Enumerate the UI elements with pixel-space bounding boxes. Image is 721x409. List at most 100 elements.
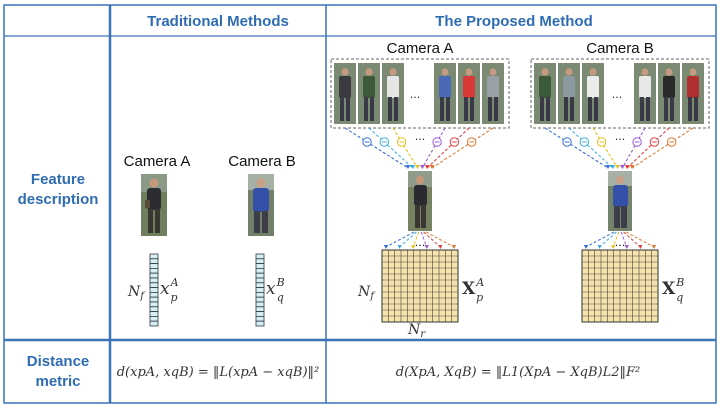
- gallery-thumb-leg: [346, 97, 350, 121]
- header-proposed-method: The Proposed Method: [435, 13, 593, 30]
- stream-line: [592, 127, 619, 169]
- trad-camera-a-label: Camera A: [124, 153, 191, 170]
- gallery-thumb-head: [565, 68, 573, 76]
- matrix-arrow: [597, 245, 602, 249]
- header-traditional-methods: Traditional Methods: [147, 13, 289, 30]
- trad-person-image-b: [248, 174, 274, 236]
- trad-xa-label: xA p: [160, 276, 179, 304]
- prop-streams-b: [544, 127, 694, 169]
- stream-line: [544, 127, 609, 169]
- matrix-arrow: [411, 245, 416, 249]
- vector-cell: [149, 320, 159, 327]
- prop-xa-label: XA p: [462, 276, 484, 304]
- prop-query-image-a: [408, 171, 432, 231]
- vector-cell: [255, 301, 265, 308]
- gallery-thumb-leg: [470, 97, 474, 121]
- trad-xb-label: xB q: [266, 276, 285, 304]
- vector-cell: [255, 291, 265, 298]
- matrix-stream: [620, 231, 628, 248]
- vector-cell: [149, 291, 159, 298]
- gallery-thumb-leg: [646, 97, 650, 121]
- prop-stream-ellipsis-b: ...: [615, 130, 626, 143]
- prop-nf-label: Nf: [357, 284, 376, 302]
- row-label-feature-description: Feature description: [18, 171, 99, 208]
- gallery-thumb-head: [441, 68, 449, 76]
- prop-grid-ellipsis-a: ...: [415, 236, 426, 249]
- prop-feature-matrix-b: [581, 231, 659, 323]
- matrix-stream: [423, 231, 441, 248]
- vector-cell: [149, 306, 159, 312]
- stream-line: [631, 127, 694, 169]
- stream-line: [392, 127, 419, 169]
- gallery-thumb-head: [541, 68, 549, 76]
- stream-arrow: [629, 165, 635, 169]
- matrix-stream: [612, 231, 620, 248]
- gallery-thumb-leg: [694, 97, 698, 121]
- stream-line: [344, 127, 409, 169]
- prop-distance-formula: d(XpA, XqB) = ‖L1(XpA − XqB)L2‖F²: [396, 365, 640, 380]
- vector-cell: [149, 277, 159, 284]
- prop-gallery-images-b: [534, 63, 704, 124]
- trad-distance-formula: d(xpA, xqB) = ‖L(xpA − xqB)‖²: [117, 365, 320, 380]
- stream-arrow: [610, 165, 616, 169]
- prop-gallery-images-a: [334, 63, 504, 124]
- vector-cell: [255, 315, 265, 322]
- matrix-arrow: [424, 245, 429, 249]
- matrix-arrow: [451, 245, 457, 249]
- vector-cell: [255, 296, 265, 303]
- row-label-distance-metric: Distance metric: [27, 353, 90, 390]
- prop-nr-label: Nr: [407, 322, 426, 340]
- vector-cell: [149, 267, 159, 274]
- trad-camera-b-label: Camera B: [228, 153, 296, 170]
- matrix-arrow: [397, 245, 402, 249]
- prop-streams-a: [344, 127, 494, 169]
- table-borders: [3, 4, 717, 404]
- vector-cell: [149, 253, 159, 260]
- gallery-thumb-leg: [570, 97, 574, 121]
- vector-cell: [255, 306, 265, 312]
- prop-camera-b-label: Camera B: [586, 40, 654, 57]
- stream-arrow: [424, 165, 430, 169]
- vector-cell: [255, 320, 265, 327]
- prop-gallery-ellipsis-a: ...: [410, 88, 421, 101]
- vector-cell: [255, 282, 265, 288]
- gallery-thumb-leg: [388, 97, 392, 121]
- matrix-arrow: [383, 245, 389, 249]
- matrix-stream: [412, 231, 420, 248]
- gallery-thumb-torso: [487, 76, 499, 98]
- prop-feature-matrix-a: [381, 231, 459, 323]
- gallery-thumb-torso: [663, 76, 675, 98]
- vector-cell: [149, 296, 159, 303]
- gallery-thumb-torso: [463, 76, 475, 98]
- row-label-distance-line2: metric: [35, 373, 80, 390]
- vector-cell: [149, 263, 159, 269]
- gallery-thumb-head: [641, 68, 649, 76]
- prop-gallery-box-b: [530, 58, 710, 129]
- gallery-thumb-leg: [670, 97, 674, 121]
- prop-gallery-box-a: [330, 58, 510, 129]
- gallery-thumb-head: [341, 68, 349, 76]
- prop-xb-label: XB q: [662, 276, 684, 304]
- gallery-thumb-leg: [540, 97, 544, 121]
- vector-cell: [149, 272, 159, 279]
- matrix-stream: [623, 231, 641, 248]
- matrix-stream: [385, 231, 415, 248]
- prop-camera-a-label: Camera A: [387, 40, 454, 57]
- gallery-thumb-torso: [687, 76, 699, 98]
- stream-arrow: [420, 165, 425, 169]
- prop-query-image-b: [608, 171, 632, 231]
- gallery-thumb-leg: [688, 97, 692, 121]
- trad-feature-vector-b: [255, 253, 265, 327]
- vector-cell: [255, 263, 265, 269]
- prop-stream-ellipsis-a: ...: [415, 130, 426, 143]
- gallery-thumb-torso: [639, 76, 651, 98]
- gallery-thumb-head: [689, 68, 697, 76]
- gallery-thumb-leg: [494, 97, 498, 121]
- matrix-arrow: [638, 245, 643, 249]
- gallery-thumb-head: [589, 68, 597, 76]
- gallery-thumb-torso: [387, 76, 399, 98]
- gallery-thumb-torso: [587, 76, 599, 98]
- gallery-thumb-head: [465, 68, 473, 76]
- gallery-thumb-leg: [364, 97, 368, 121]
